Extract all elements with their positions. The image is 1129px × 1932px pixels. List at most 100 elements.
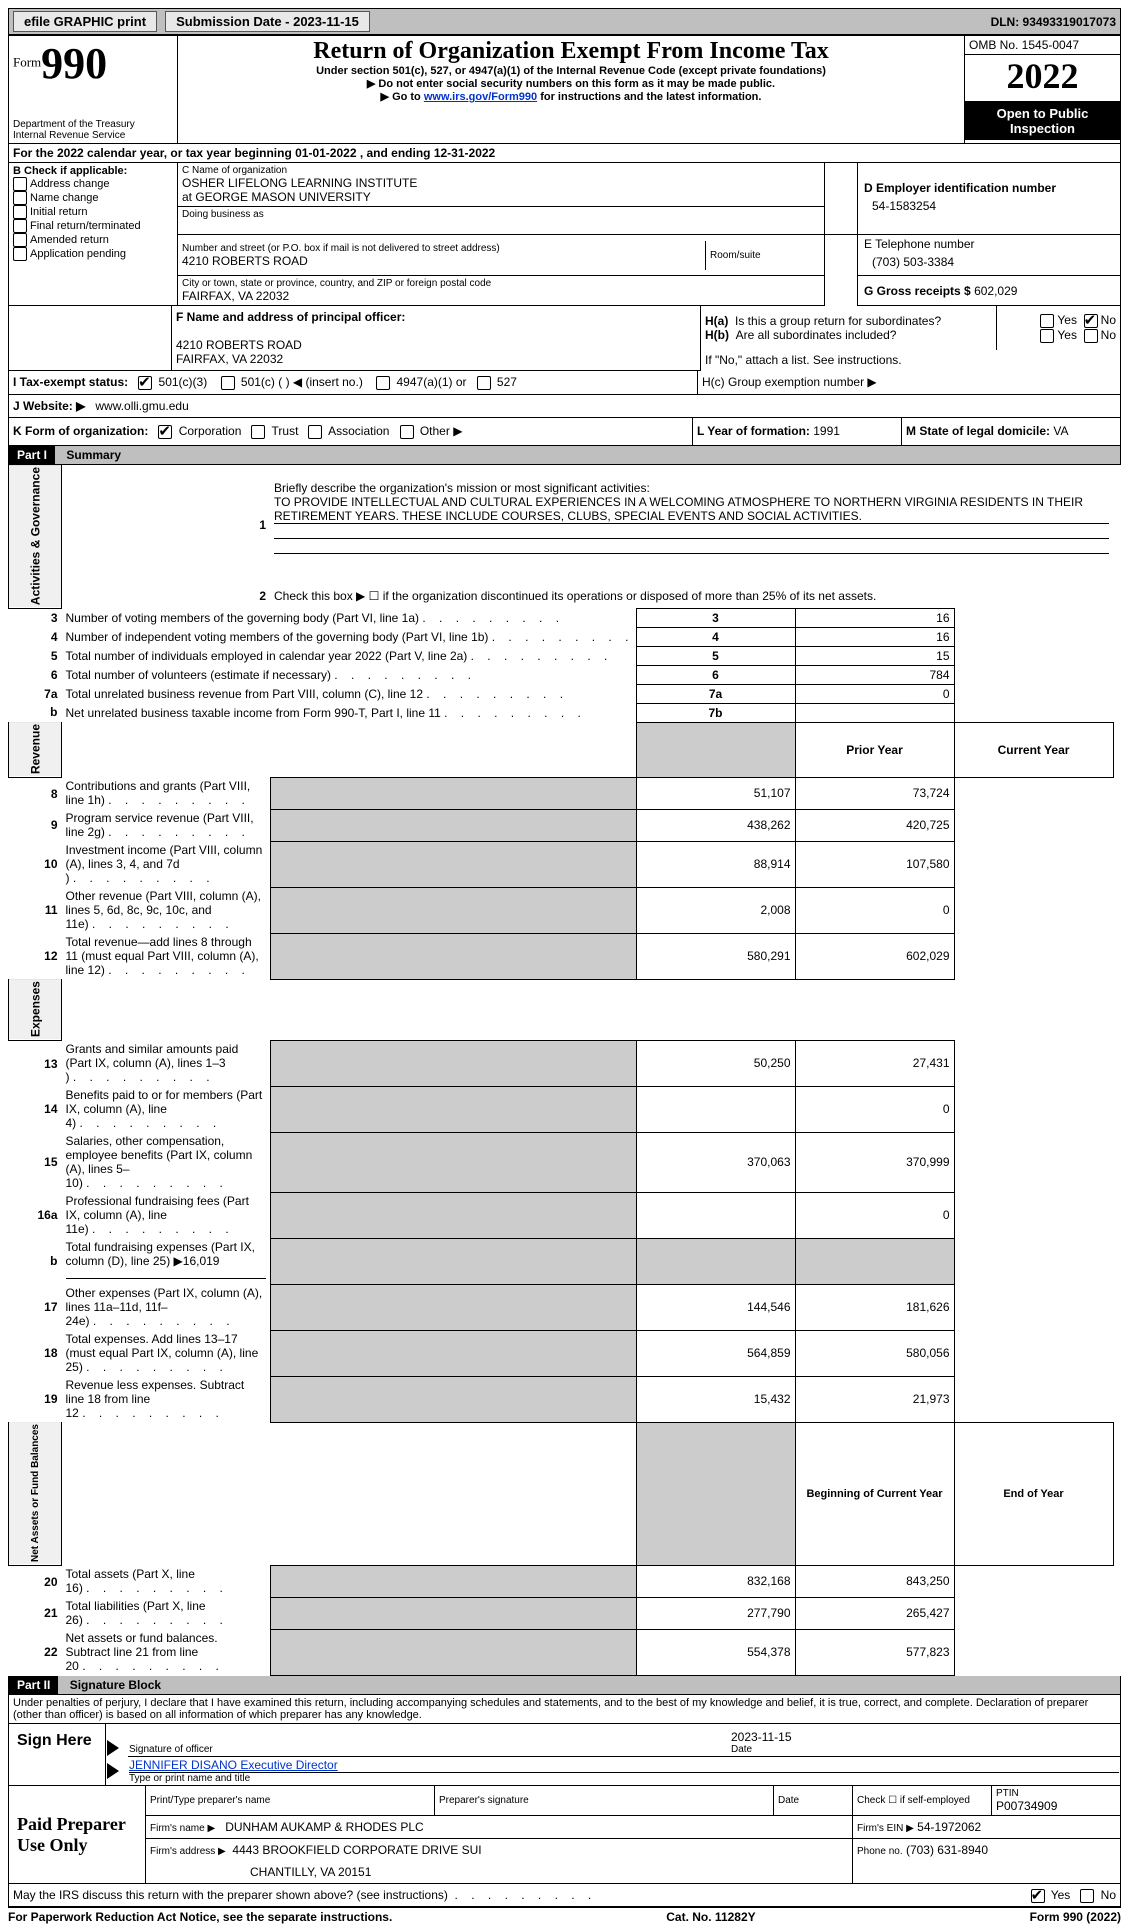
page-footer: For Paperwork Reduction Act Notice, see … (8, 1907, 1121, 1924)
subtitle-1: Under section 501(c), 527, or 4947(a)(1)… (182, 65, 960, 77)
chk-501c3[interactable] (138, 376, 152, 390)
prep-name-label: Print/Type preparer's name (146, 1786, 435, 1816)
subtitle-3: Go to www.irs.gov/Form990 for instructio… (182, 90, 960, 103)
table-row: 11 Other revenue (Part VIII, column (A),… (9, 887, 1122, 933)
chk-527[interactable] (477, 376, 491, 390)
top-bar: efile GRAPHIC print Submission Date - 20… (8, 8, 1121, 35)
name-label: Type or print name and title (129, 1773, 1119, 1784)
table-row: 18 Total expenses. Add lines 13–17 (must… (9, 1330, 1122, 1376)
hb-yes[interactable] (1040, 329, 1054, 343)
org-name-2: at GEORGE MASON UNIVERSITY (182, 190, 820, 204)
table-row: b Total fundraising expenses (Part IX, c… (9, 1238, 1122, 1284)
box-e-label: E Telephone number (864, 237, 1114, 251)
dba-label: Doing business as (182, 209, 820, 220)
chk-trust[interactable] (251, 425, 265, 439)
footer-mid: Cat. No. 11282Y (666, 1910, 755, 1924)
col-prior: Prior Year (795, 722, 954, 777)
org-name-1: OSHER LIFELONG LEARNING INSTITUTE (182, 176, 820, 190)
hb-no[interactable] (1084, 329, 1098, 343)
ha-no[interactable] (1084, 314, 1098, 328)
chk-final[interactable]: Final return/terminated (13, 219, 173, 233)
firm-addr2: CHANTILLY, VA 20151 (150, 1857, 848, 1879)
gross-receipts: 602,029 (974, 284, 1017, 298)
sig-date-val: 2023-11-15 (731, 1730, 1119, 1744)
table-row: 16a Professional fundraising fees (Part … (9, 1192, 1122, 1238)
firm-addr-label: Firm's address ▶ (150, 1846, 226, 1857)
form-header: Form990 Department of the Treasury Inter… (8, 35, 1121, 144)
chk-other[interactable] (400, 425, 414, 439)
chk-initial[interactable]: Initial return (13, 205, 173, 219)
form-title: Return of Organization Exempt From Incom… (182, 38, 960, 65)
submission-date-button[interactable]: Submission Date - 2023-11-15 (165, 11, 370, 32)
side-net: Net Assets or Fund Balances (9, 1422, 62, 1565)
discuss-text: May the IRS discuss this return with the… (13, 1888, 448, 1902)
ein-label: Firm's EIN ▶ (857, 1823, 914, 1834)
table-row: 14 Benefits paid to or for members (Part… (9, 1086, 1122, 1132)
col-current: Current Year (954, 722, 1113, 777)
ptin-label: PTIN (996, 1788, 1116, 1799)
chk-501c[interactable] (221, 376, 235, 390)
chk-address[interactable]: Address change (13, 177, 173, 191)
paid-preparer-block: Paid Preparer Use Only Print/Type prepar… (8, 1786, 1121, 1884)
table-row: b Net unrelated business taxable income … (9, 703, 1122, 722)
box-hc: H(c) Group exemption number ▶ (698, 371, 1121, 394)
firm-phone: (703) 631-8940 (906, 1843, 988, 1857)
chk-amended[interactable]: Amended return (13, 233, 173, 247)
box-k-label: K Form of organization: (13, 424, 148, 438)
officer-addr2: FAIRFAX, VA 22032 (176, 352, 696, 366)
declaration: Under penalties of perjury, I declare th… (8, 1695, 1121, 1724)
table-row: 8 Contributions and grants (Part VIII, l… (9, 777, 1122, 809)
state-domicile: VA (1053, 424, 1068, 438)
status-block: I Tax-exempt status: 501(c)(3) 501(c) ( … (8, 371, 1121, 418)
table-row: 6 Total number of volunteers (estimate i… (9, 665, 1122, 684)
part2-num: Part II (9, 1676, 58, 1694)
chk-pending[interactable]: Application pending (13, 247, 173, 261)
ha-yes[interactable] (1040, 314, 1054, 328)
box-ha: H(a) Is this a group return for subordin… (705, 314, 992, 328)
prep-date-label: Date (774, 1786, 853, 1816)
room-label: Room/suite (706, 241, 825, 270)
addr-label: Number and street (or P.O. box if mail i… (182, 243, 701, 254)
chk-name[interactable]: Name change (13, 191, 173, 205)
table-row: 3 Number of voting members of the govern… (9, 608, 1122, 627)
table-row: 7a Total unrelated business revenue from… (9, 684, 1122, 703)
table-row: 17 Other expenses (Part IX, column (A), … (9, 1284, 1122, 1330)
irs-link[interactable]: www.irs.gov/Form990 (424, 91, 537, 103)
box-m-label: M State of legal domicile: (906, 424, 1053, 438)
form-number: 990 (41, 39, 107, 88)
box-b-title: B Check if applicable: (13, 165, 173, 177)
ptin-value: P00734909 (996, 1799, 1116, 1813)
box-d-label: D Employer identification number (864, 181, 1114, 195)
box-c-label: C Name of organization (182, 165, 820, 176)
table-row: 20 Total assets (Part X, line 16) 832,16… (9, 1565, 1122, 1597)
chk-4947[interactable] (376, 376, 390, 390)
city-label: City or town, state or province, country… (182, 278, 820, 289)
efile-button[interactable]: efile GRAPHIC print (13, 11, 157, 32)
prep-sig-label: Preparer's signature (435, 1786, 774, 1816)
identity-block: B Check if applicable: Address change Na… (8, 163, 1121, 306)
l1-text: TO PROVIDE INTELLECTUAL AND CULTURAL EXP… (274, 495, 1109, 524)
officer-addr1: 4210 ROBERTS ROAD (176, 338, 696, 352)
discuss-yes[interactable] (1031, 1889, 1045, 1903)
paid-preparer-label: Paid Preparer Use Only (9, 1786, 146, 1884)
year-formation: 1991 (813, 424, 840, 438)
website: www.olli.gmu.edu (95, 399, 188, 413)
officer-name[interactable]: JENNIFER DISANO Executive Director (129, 1758, 338, 1772)
omb-number: OMB No. 1545-0047 (965, 36, 1120, 55)
firm-label: Firm's name ▶ (150, 1823, 215, 1834)
street-address: 4210 ROBERTS ROAD (182, 254, 701, 268)
table-row: 22 Net assets or fund balances. Subtract… (9, 1629, 1122, 1675)
side-activities: Activities & Governance (9, 465, 62, 608)
table-row: 10 Investment income (Part VIII, column … (9, 841, 1122, 887)
officer-block: F Name and address of principal officer:… (8, 306, 1121, 371)
tax-year: 2022 (965, 55, 1120, 97)
ein-value: 54-1583254 (864, 195, 1114, 217)
l1-label: Briefly describe the organization's miss… (274, 481, 1109, 495)
firm-ein: 54-1972062 (917, 1820, 981, 1834)
chk-corp[interactable] (158, 425, 172, 439)
sig-officer-label: Signature of officer (128, 1724, 730, 1757)
part2-title: Signature Block (62, 1678, 161, 1692)
chk-assoc[interactable] (308, 425, 322, 439)
box-i-label: I Tax-exempt status: (13, 375, 128, 389)
discuss-no[interactable] (1080, 1889, 1094, 1903)
